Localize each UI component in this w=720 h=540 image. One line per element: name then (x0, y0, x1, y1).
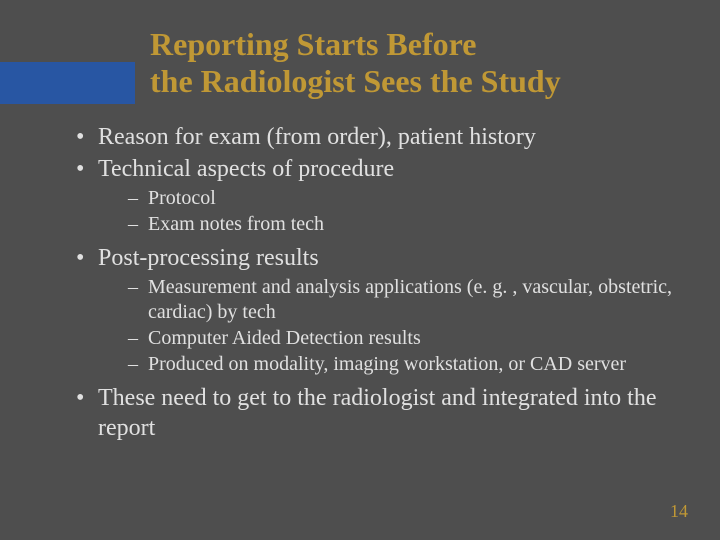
accent-bar (0, 62, 135, 104)
slide: Reporting Starts Before the Radiologist … (0, 0, 720, 540)
title-line-2: the Radiologist Sees the Study (150, 63, 561, 99)
bullet-text: Reason for exam (from order), patient hi… (98, 124, 536, 150)
sub-bullet-item: Produced on modality, imaging workstatio… (128, 352, 680, 377)
bullet-text: These need to get to the radiologist and… (98, 385, 657, 441)
sub-bullet-item: Exam notes from tech (128, 212, 680, 237)
sub-bullet-list: Measurement and analysis applications (e… (98, 275, 680, 377)
slide-content: Reason for exam (from order), patient hi… (40, 122, 680, 443)
bullet-item: Reason for exam (from order), patient hi… (76, 122, 680, 152)
sub-bullet-text: Measurement and analysis applications (e… (148, 276, 672, 323)
sub-bullet-text: Exam notes from tech (148, 213, 324, 235)
title-line-1: Reporting Starts Before (150, 26, 476, 62)
sub-bullet-text: Computer Aided Detection results (148, 327, 421, 349)
sub-bullet-text: Produced on modality, imaging workstatio… (148, 353, 626, 375)
slide-title: Reporting Starts Before the Radiologist … (150, 26, 680, 100)
bullet-item: Post-processing results Measurement and … (76, 243, 680, 377)
sub-bullet-list: Protocol Exam notes from tech (98, 186, 680, 237)
sub-bullet-item: Measurement and analysis applications (e… (128, 275, 680, 325)
bullet-text: Technical aspects of procedure (98, 156, 394, 182)
bullet-text: Post-processing results (98, 245, 319, 271)
page-number: 14 (670, 501, 688, 522)
sub-bullet-item: Protocol (128, 186, 680, 211)
bullet-item: These need to get to the radiologist and… (76, 383, 680, 443)
bullet-list: Reason for exam (from order), patient hi… (40, 122, 680, 443)
sub-bullet-item: Computer Aided Detection results (128, 326, 680, 351)
sub-bullet-text: Protocol (148, 187, 216, 209)
bullet-item: Technical aspects of procedure Protocol … (76, 154, 680, 237)
